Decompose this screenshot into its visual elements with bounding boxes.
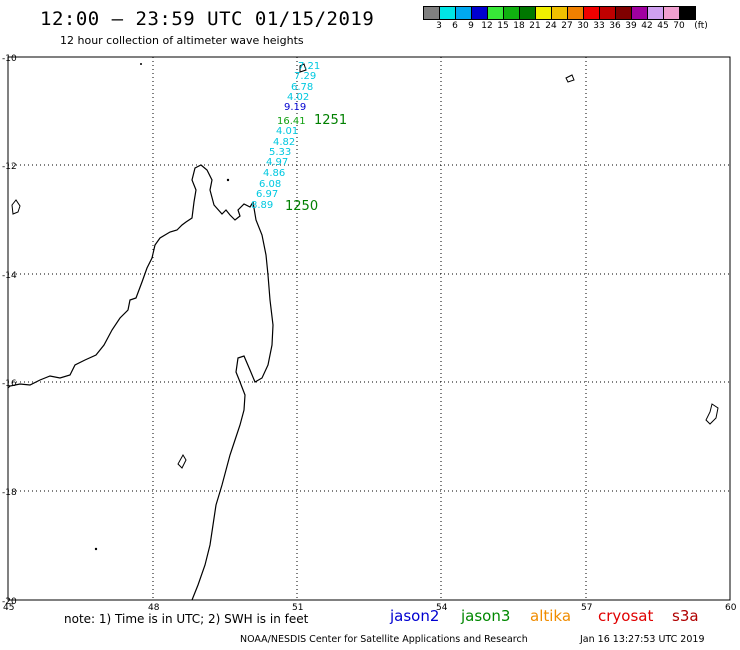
wave-height-label: 6.78 xyxy=(291,82,313,93)
wave-height-label: 9.19 xyxy=(284,102,306,113)
island-dot-b xyxy=(94,547,98,551)
y-axis-labels: -10 -12 -14 -16 -18 -20 xyxy=(2,54,17,607)
x-axis-label: 57 xyxy=(581,603,592,613)
scale-label: 21 xyxy=(529,21,541,31)
y-axis-label: -14 xyxy=(2,271,17,281)
timestamp: Jan 16 13:27:53 UTC 2019 xyxy=(580,634,705,645)
color-scale-legend xyxy=(423,6,696,20)
wave-height-label: 7.29 xyxy=(294,71,316,82)
wave-height-label: 4.86 xyxy=(263,168,285,179)
map-subtitle: 12 hour collection of altimeter wave hei… xyxy=(60,34,304,47)
madagascar-coastline xyxy=(7,164,274,601)
x-axis-label: 54 xyxy=(436,603,448,613)
scale-label: 70 xyxy=(673,21,685,31)
track-label-1251: 1251 xyxy=(314,113,347,128)
scale-label: 12 xyxy=(481,21,493,31)
x-axis-label: 45 xyxy=(3,603,14,613)
satellite-jason3: jason3 xyxy=(461,607,511,625)
scale-label: 39 xyxy=(625,21,637,31)
grid-lines xyxy=(8,57,730,600)
satellite-altika: altika xyxy=(530,607,572,625)
wave-height-label: 7.21 xyxy=(298,61,320,72)
wave-height-label: 4.02 xyxy=(287,92,309,103)
track-label-1250: 1250 xyxy=(285,199,318,214)
island-north-reef xyxy=(299,63,307,73)
island-dot-c xyxy=(226,178,230,182)
scale-label: 18 xyxy=(513,21,525,31)
y-axis-label: -16 xyxy=(2,379,17,389)
y-axis-label: -20 xyxy=(2,597,17,607)
island-mauritius-east xyxy=(705,403,719,425)
x-axis-label: 51 xyxy=(292,603,303,613)
satellite-s3a: s3a xyxy=(672,607,699,625)
map-title: 12:00 – 23:59 UTC 01/15/2019 xyxy=(40,8,375,30)
x-axis-labels: 45 48 51 54 57 60 xyxy=(3,603,737,613)
map-frame xyxy=(7,56,731,601)
scale-label: 27 xyxy=(561,21,573,31)
wave-height-label: 4.01 xyxy=(276,126,298,137)
wave-height-label: 6.97 xyxy=(256,189,278,200)
scale-label: 36 xyxy=(609,21,621,31)
wave-height-label: 6.08 xyxy=(259,179,281,190)
island-st-marie xyxy=(177,454,187,469)
footer-note: note: 1) Time is in UTC; 2) SWH is in fe… xyxy=(64,612,309,626)
y-axis-label: -10 xyxy=(2,54,17,64)
scale-label: 15 xyxy=(497,21,509,31)
scale-label: 3 xyxy=(436,21,442,31)
y-axis-label: -12 xyxy=(2,162,17,172)
wave-height-label: 16.41 xyxy=(277,116,306,127)
x-axis-label: 60 xyxy=(725,603,737,613)
scale-label: 42 xyxy=(641,21,653,31)
wave-height-labels: 7.217.296.784.029.19 16.414.014.825.334.9… xyxy=(251,61,320,211)
scale-unit: (ft) xyxy=(694,21,708,31)
satellite-cryosat: cryosat xyxy=(598,607,654,625)
scale-label: 9 xyxy=(468,21,474,31)
wave-height-label: 4.97 xyxy=(266,157,288,168)
scale-label: 24 xyxy=(545,21,557,31)
island-comoros-a xyxy=(11,199,21,215)
scale-label: 33 xyxy=(593,21,605,31)
wave-height-label: 8.89 xyxy=(251,200,273,211)
scale-label: 6 xyxy=(452,21,458,31)
scale-swatch xyxy=(679,6,696,20)
satellite-jason2: jason2 xyxy=(390,607,440,625)
x-axis-label: 48 xyxy=(148,603,160,613)
y-axis-label: -18 xyxy=(2,488,17,498)
scale-label: 30 xyxy=(577,21,589,31)
island-dot-a xyxy=(140,63,142,65)
island-comoros-b xyxy=(565,74,575,83)
wave-height-label: 5.33 xyxy=(269,147,291,158)
credit-line: NOAA/NESDIS Center for Satellite Applica… xyxy=(240,634,528,645)
scale-label: 45 xyxy=(657,21,669,31)
wave-height-label: 4.82 xyxy=(273,137,295,148)
